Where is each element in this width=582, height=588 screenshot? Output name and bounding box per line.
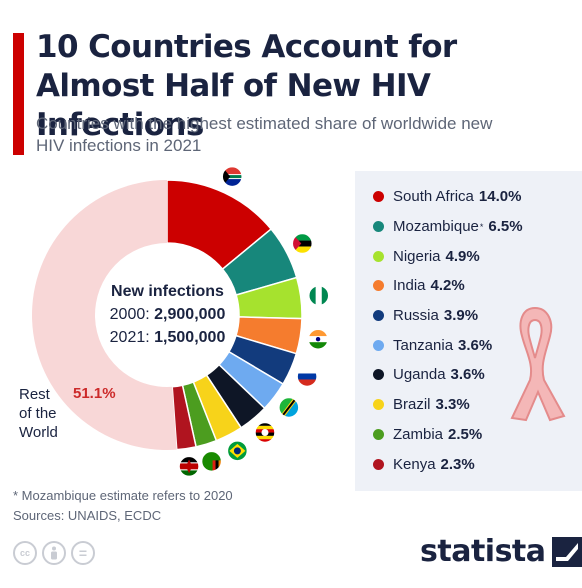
legend-dot bbox=[373, 280, 384, 292]
attribution-icon[interactable] bbox=[42, 541, 66, 565]
legend-item: Uganda 3.6% bbox=[355, 360, 582, 390]
legend-dot bbox=[373, 369, 384, 381]
legend-value: 4.9% bbox=[445, 247, 480, 265]
brazil-flag-icon bbox=[226, 440, 249, 462]
legend-item: Kenya 2.3% bbox=[355, 449, 582, 479]
rest-label-line: of the bbox=[19, 405, 57, 422]
legend-value: 2.5% bbox=[448, 425, 483, 443]
legend-dot bbox=[373, 458, 384, 470]
chart-subtitle: Countries with the highest estimated sha… bbox=[36, 114, 493, 155]
legend-value: 3.6% bbox=[450, 366, 485, 384]
uganda-flag-icon bbox=[254, 421, 276, 444]
legend-dot bbox=[373, 250, 384, 262]
center-value: 2,900,000 bbox=[154, 306, 226, 323]
center-year: 2021: bbox=[109, 329, 150, 346]
legend-item: South Africa 14.0% bbox=[355, 182, 582, 212]
rest-of-world-label: Rest of the World bbox=[19, 385, 58, 442]
legend-item: India 4.2% bbox=[355, 271, 582, 301]
south-africa-flag-icon bbox=[221, 165, 243, 188]
chart-title: 10 Countries Account for Almost Half of … bbox=[36, 29, 457, 143]
legend-value: 3.3% bbox=[435, 396, 470, 414]
legend-name: Mozambique bbox=[393, 218, 479, 236]
kenya-flag-icon bbox=[178, 455, 200, 478]
legend-item: Mozambique * 6.5% bbox=[355, 212, 582, 242]
zambia-flag-icon bbox=[200, 450, 223, 473]
legend-name: Russia bbox=[393, 307, 439, 325]
legend-dot bbox=[373, 310, 384, 322]
legend-name: India bbox=[393, 277, 426, 295]
legend-name: South Africa bbox=[393, 188, 474, 206]
legend-item: Brazil 3.3% bbox=[355, 390, 582, 420]
legend-dot bbox=[373, 191, 384, 203]
rest-label-line: World bbox=[19, 424, 58, 441]
legend-value: 3.6% bbox=[458, 336, 493, 354]
center-value: 1,500,000 bbox=[154, 329, 226, 346]
cc-icon[interactable]: cc bbox=[13, 541, 37, 565]
legend-value: 14.0% bbox=[478, 188, 522, 206]
legend-item: Nigeria 4.9% bbox=[355, 241, 582, 271]
center-row-2000: 2000: 2,900,000 bbox=[85, 303, 250, 326]
nigeria-flag-icon bbox=[308, 284, 330, 307]
legend-name: Brazil bbox=[393, 396, 431, 414]
tanzania-flag-icon bbox=[278, 396, 300, 419]
russia-flag-icon bbox=[296, 365, 318, 388]
brand-name: statista bbox=[420, 534, 546, 569]
no-derivatives-icon[interactable]: = bbox=[71, 541, 95, 565]
legend-note: * bbox=[479, 221, 484, 232]
statista-mark-icon bbox=[551, 536, 582, 567]
center-info: New infections 2000: 2,900,000 2021: 1,5… bbox=[85, 280, 250, 349]
legend-dot bbox=[373, 399, 384, 411]
aids-ribbon-icon bbox=[510, 306, 566, 422]
center-row-2021: 2021: 1,500,000 bbox=[85, 326, 250, 349]
legend-item: Zambia 2.5% bbox=[355, 420, 582, 450]
india-flag-icon bbox=[307, 328, 329, 350]
statista-logo[interactable]: statista bbox=[420, 534, 582, 569]
legend-name: Nigeria bbox=[393, 247, 441, 265]
center-year: 2000: bbox=[109, 306, 150, 323]
donut-chart bbox=[31, 165, 330, 478]
center-title: New infections bbox=[111, 283, 224, 300]
legend-value: 2.3% bbox=[440, 455, 475, 473]
legend-item: Russia 3.9% bbox=[355, 301, 582, 331]
legend-name: Tanzania bbox=[393, 336, 454, 354]
rest-of-world-value: 51.1% bbox=[73, 385, 116, 402]
donut-slice bbox=[31, 180, 177, 450]
legend-item: Tanzania 3.6% bbox=[355, 330, 582, 360]
footnote: * Mozambique estimate refers to 2020 bbox=[13, 488, 233, 503]
legend-name: Kenya bbox=[393, 455, 436, 473]
license-icons: cc = bbox=[13, 541, 95, 565]
legend-dot bbox=[373, 339, 384, 351]
legend-value: 4.2% bbox=[430, 277, 465, 295]
rest-label-line: Rest bbox=[19, 386, 50, 403]
legend-value: 6.5% bbox=[488, 218, 523, 236]
legend-value: 3.9% bbox=[443, 307, 479, 325]
footnote-block: * Mozambique estimate refers to 2020 Sou… bbox=[13, 486, 233, 526]
legend-name: Zambia bbox=[393, 425, 444, 443]
title-accent-bar bbox=[13, 33, 24, 155]
legend-dot bbox=[373, 428, 384, 440]
mozambique-flag-icon bbox=[291, 232, 314, 255]
legend-name: Uganda bbox=[393, 366, 446, 384]
sources: Sources: UNAIDS, ECDC bbox=[13, 508, 162, 523]
legend-dot bbox=[373, 221, 384, 233]
